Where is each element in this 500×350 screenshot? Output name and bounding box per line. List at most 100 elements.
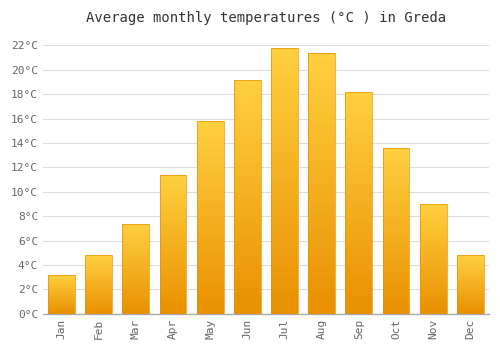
Bar: [122, 226, 149, 227]
Bar: [86, 262, 112, 263]
Bar: [308, 191, 335, 194]
Bar: [271, 189, 298, 191]
Bar: [160, 276, 186, 278]
Bar: [308, 256, 335, 259]
Bar: [48, 298, 75, 299]
Bar: [382, 266, 409, 267]
Bar: [122, 254, 149, 255]
Bar: [160, 275, 186, 276]
Bar: [48, 309, 75, 310]
Bar: [382, 251, 409, 252]
Bar: [234, 169, 260, 171]
Bar: [346, 143, 372, 145]
Bar: [122, 266, 149, 267]
Bar: [234, 171, 260, 173]
Bar: [48, 297, 75, 298]
Bar: [382, 160, 409, 161]
Bar: [234, 101, 260, 103]
Bar: [271, 112, 298, 114]
Bar: [197, 221, 224, 223]
Bar: [160, 286, 186, 287]
Bar: [234, 154, 260, 157]
Bar: [271, 194, 298, 197]
Bar: [122, 274, 149, 275]
Bar: [457, 302, 483, 303]
Bar: [346, 154, 372, 156]
Bar: [197, 308, 224, 310]
Bar: [346, 192, 372, 194]
Bar: [308, 293, 335, 295]
Bar: [160, 218, 186, 219]
Bar: [197, 252, 224, 254]
Bar: [382, 264, 409, 266]
Bar: [420, 246, 446, 247]
Bar: [308, 162, 335, 165]
Bar: [346, 156, 372, 158]
Bar: [122, 303, 149, 304]
Bar: [86, 279, 112, 280]
Bar: [160, 260, 186, 261]
Bar: [271, 85, 298, 88]
Bar: [122, 313, 149, 314]
Bar: [122, 311, 149, 312]
Bar: [197, 133, 224, 134]
Bar: [382, 259, 409, 261]
Bar: [308, 280, 335, 282]
Bar: [271, 48, 298, 314]
Bar: [271, 271, 298, 274]
Bar: [122, 258, 149, 259]
Bar: [346, 152, 372, 154]
Bar: [271, 276, 298, 279]
Bar: [457, 304, 483, 305]
Bar: [271, 93, 298, 96]
Bar: [457, 289, 483, 290]
Bar: [457, 296, 483, 297]
Bar: [122, 276, 149, 277]
Bar: [234, 312, 260, 314]
Bar: [271, 162, 298, 165]
Bar: [346, 247, 372, 250]
Bar: [122, 304, 149, 305]
Bar: [122, 286, 149, 287]
Bar: [271, 205, 298, 208]
Bar: [346, 218, 372, 220]
Bar: [234, 178, 260, 180]
Bar: [308, 92, 335, 94]
Bar: [48, 310, 75, 311]
Bar: [234, 248, 260, 251]
Bar: [234, 237, 260, 239]
Bar: [48, 301, 75, 302]
Bar: [122, 300, 149, 301]
Bar: [346, 300, 372, 303]
Bar: [48, 287, 75, 288]
Bar: [122, 243, 149, 244]
Bar: [48, 295, 75, 296]
Bar: [382, 216, 409, 218]
Bar: [234, 117, 260, 119]
Bar: [346, 252, 372, 254]
Bar: [420, 288, 446, 290]
Bar: [234, 199, 260, 201]
Bar: [382, 154, 409, 156]
Bar: [382, 229, 409, 231]
Bar: [197, 202, 224, 204]
Bar: [271, 88, 298, 90]
Bar: [48, 286, 75, 287]
Bar: [382, 272, 409, 274]
Bar: [122, 238, 149, 239]
Bar: [457, 297, 483, 298]
Bar: [197, 273, 224, 275]
Bar: [346, 176, 372, 178]
Bar: [308, 277, 335, 280]
Bar: [48, 294, 75, 295]
Bar: [346, 305, 372, 307]
Bar: [160, 240, 186, 241]
Bar: [420, 274, 446, 275]
Bar: [86, 275, 112, 276]
Bar: [86, 278, 112, 279]
Bar: [197, 227, 224, 229]
Bar: [160, 278, 186, 279]
Bar: [197, 214, 224, 216]
Bar: [346, 280, 372, 283]
Bar: [234, 86, 260, 89]
